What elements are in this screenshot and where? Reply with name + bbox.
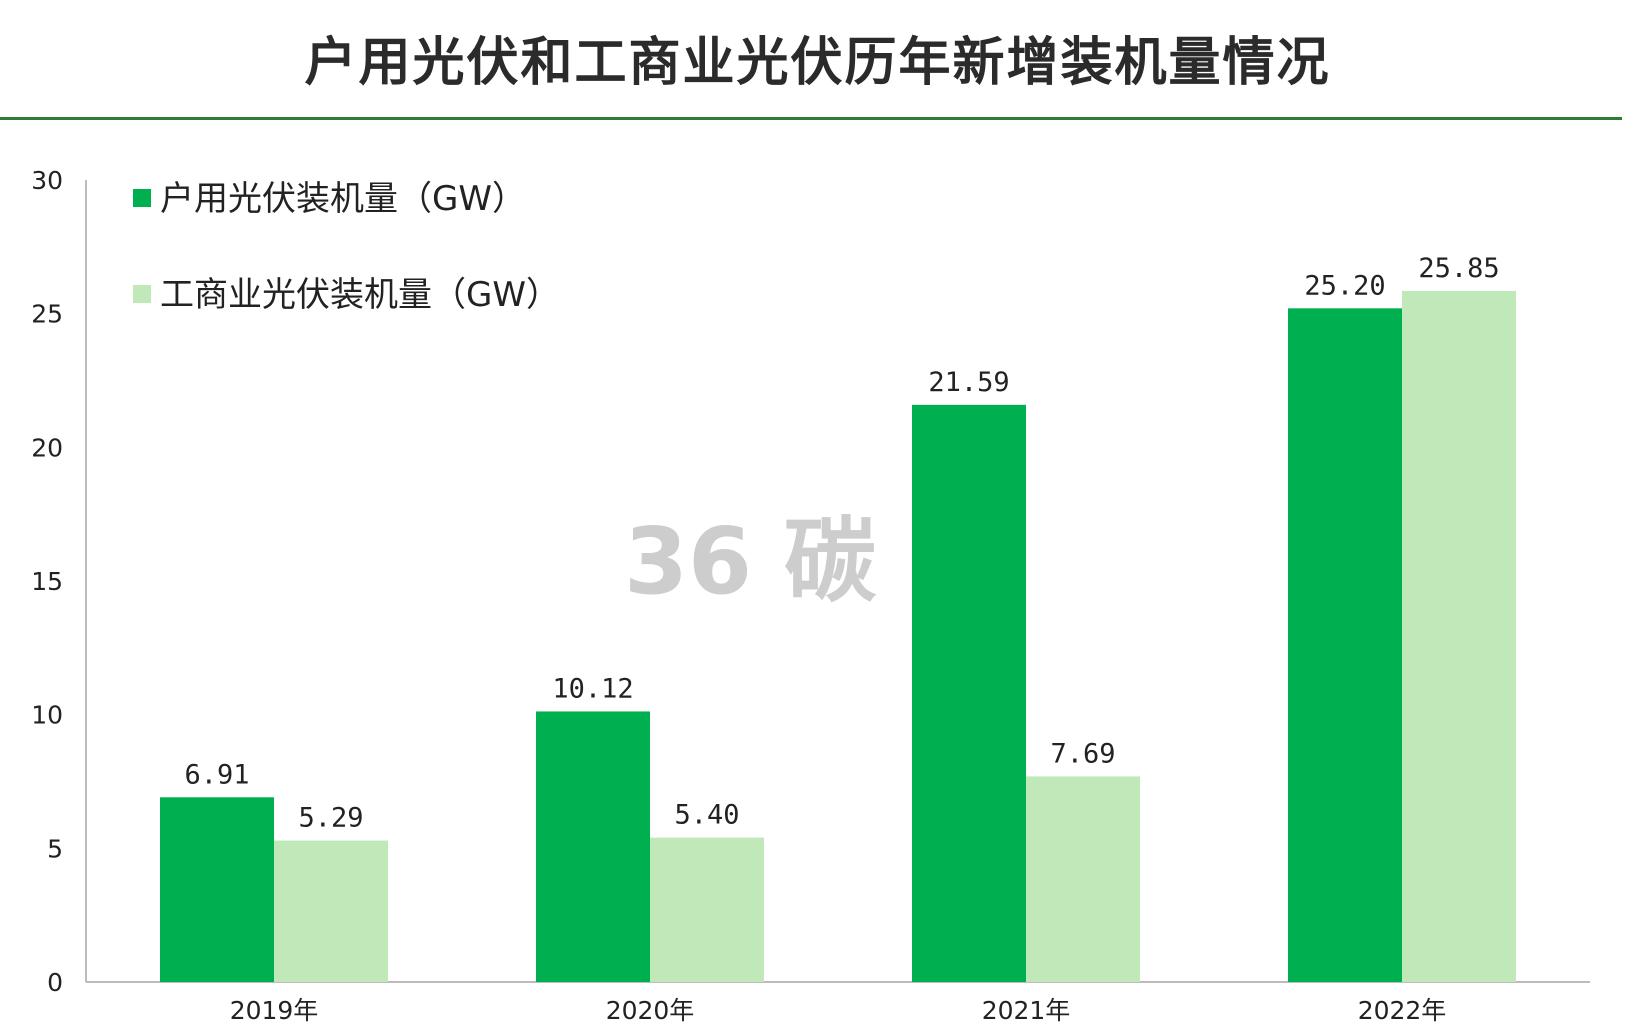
- y-tick-label: 25: [31, 300, 63, 329]
- bar-series-1: [912, 404, 1026, 982]
- y-tick-label: 20: [31, 433, 63, 462]
- data-labels-layer: 6.91 5.29 10.12 5.40 21.59 7.69 25.20 25.85: [184, 253, 1499, 834]
- bar-value-label: 5.40: [674, 800, 739, 831]
- bar-series-2: [650, 837, 764, 982]
- bar-series-2: [1026, 776, 1140, 982]
- bar-value-label: 5.29: [298, 803, 363, 834]
- y-tick-label: 15: [31, 567, 63, 596]
- bar-value-label: 7.69: [1050, 738, 1115, 769]
- y-tick-label: 5: [47, 834, 63, 863]
- bar-series-1: [1288, 308, 1402, 982]
- watermark-text: 36 碳: [624, 508, 877, 615]
- legend: 户用光伏装机量（GW） 工商业光伏装机量（GW）: [133, 179, 560, 315]
- y-tick-label: 30: [31, 166, 63, 195]
- x-category-label: 2022年: [1358, 996, 1447, 1025]
- legend-swatch-series-2: [133, 285, 151, 303]
- bar-series-1: [536, 711, 650, 982]
- bar-value-label: 25.85: [1418, 253, 1499, 284]
- x-category-label: 2019年: [230, 996, 319, 1025]
- bar-value-label: 10.12: [552, 673, 633, 704]
- legend-swatch-series-1: [133, 189, 151, 207]
- bar-series-2: [1402, 290, 1516, 982]
- legend-label-series-2: 工商业光伏装机量（GW）: [160, 275, 560, 315]
- y-tick-label: 10: [31, 701, 63, 730]
- x-category-label: 2021年: [982, 996, 1071, 1025]
- watermark-layer: 36 碳: [624, 508, 877, 615]
- bars-layer: [160, 290, 1516, 982]
- chart-title: 户用光伏和工商业光伏历年新增装机量情况: [304, 33, 1331, 93]
- bar-series-1: [160, 797, 274, 982]
- x-category-label: 2020年: [606, 996, 695, 1025]
- legend-label-series-1: 户用光伏装机量（GW）: [160, 179, 526, 219]
- bar-value-label: 21.59: [928, 367, 1009, 398]
- title-divider: [0, 117, 1622, 120]
- bar-value-label: 25.20: [1304, 270, 1385, 301]
- bar-value-label: 6.91: [184, 759, 249, 790]
- y-tick-label: 0: [47, 968, 63, 997]
- bar-series-2: [274, 840, 388, 982]
